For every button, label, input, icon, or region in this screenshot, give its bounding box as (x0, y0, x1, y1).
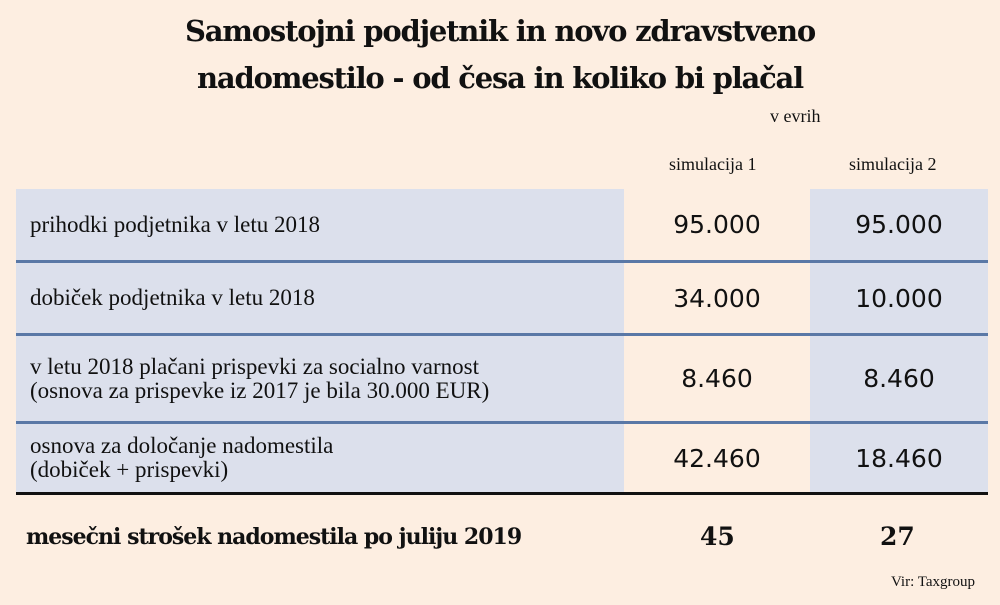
total-row-label: mesečni strošek nadomestila po juliju 20… (26, 524, 522, 550)
simulation-1-value: 8.460 (624, 336, 810, 421)
infographic-title: Samostojni podjetnik in novo zdravstveno… (0, 8, 1000, 102)
table-row: osnova za določanje nadomestila (dobiček… (16, 424, 988, 492)
table-row: v letu 2018 plačani prispevki za socialn… (16, 336, 988, 421)
unit-label: v evrih (770, 106, 821, 126)
simulation-2-value: 10.000 (810, 263, 988, 333)
table-row: dobiček podjetnika v letu 2018 34.000 10… (16, 263, 988, 333)
total-simulation-1-value: 45 (700, 522, 735, 551)
simulation-1-value: 42.460 (624, 424, 810, 492)
table-bottom-rule (16, 492, 988, 495)
simulation-2-value: 18.460 (810, 424, 988, 492)
comparison-table: prihodki podjetnika v letu 2018 95.000 9… (16, 189, 988, 495)
simulation-2-value: 95.000 (810, 189, 988, 260)
title-line-1: Samostojni podjetnik in novo zdravstveno (184, 14, 816, 48)
row-label: dobiček podjetnika v letu 2018 (16, 263, 624, 333)
row-label: v letu 2018 plačani prispevki za socialn… (16, 336, 624, 421)
title-line-2: nadomestilo - od česa in koliko bi plača… (197, 61, 804, 95)
source-credit: Vir: Taxgroup (890, 574, 975, 590)
row-divider (16, 333, 988, 336)
total-simulation-2-value: 27 (880, 522, 915, 551)
simulation-1-value: 34.000 (624, 263, 810, 333)
row-label: prihodki podjetnika v letu 2018 (16, 189, 624, 260)
column-header-simulation-1: simulacija 1 (669, 154, 757, 174)
column-header-simulation-2: simulacija 2 (849, 154, 937, 174)
row-divider (16, 421, 988, 424)
simulation-2-value: 8.460 (810, 336, 988, 421)
table-row: prihodki podjetnika v letu 2018 95.000 9… (16, 189, 988, 260)
row-label: osnova za določanje nadomestila (dobiček… (16, 424, 624, 492)
row-divider (16, 260, 988, 263)
simulation-1-value: 95.000 (624, 189, 810, 260)
